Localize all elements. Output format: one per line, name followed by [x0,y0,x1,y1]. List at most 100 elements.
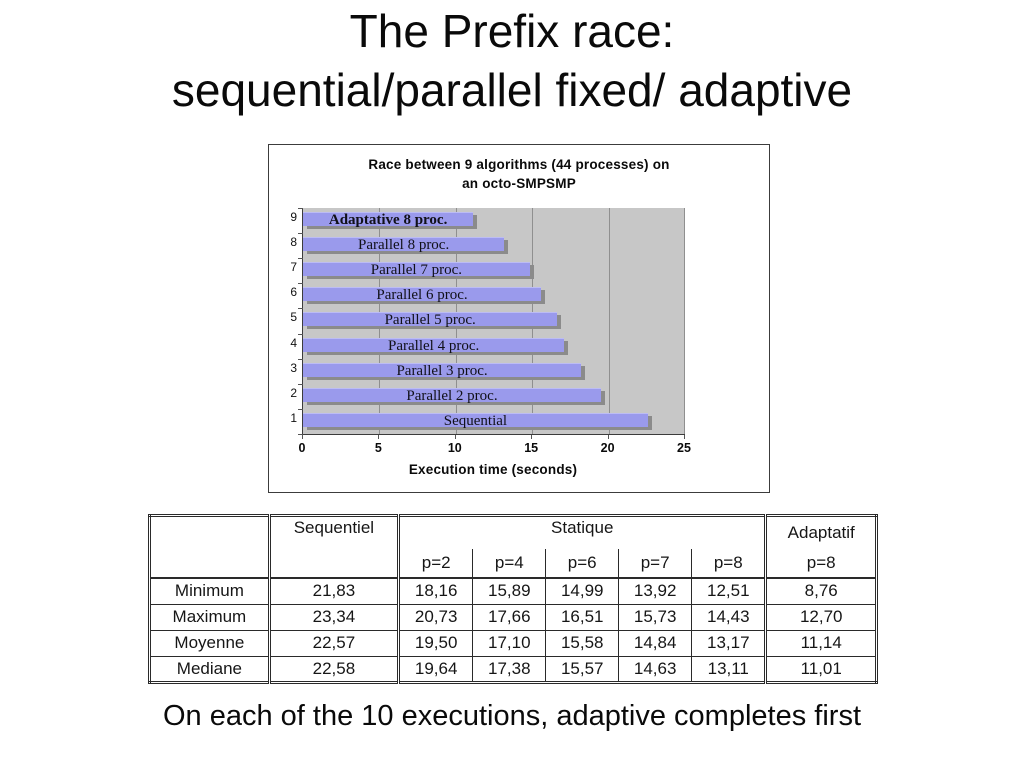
cell-sequentiel: 22,57 [267,629,401,657]
y-category-label: 2 [290,385,297,400]
x-axis-title: Execution time (seconds) [408,462,578,477]
cell-adaptatif: 11,01 [764,655,877,683]
bar: Parallel 6 proc. [303,287,542,304]
row-label: Moyenne [149,629,270,657]
bar-row: Sequential 1 [290,409,685,434]
x-tick-label: 25 [677,441,691,455]
results-table-header: Sequentiel Statique Adaptatif p=2 p=4 p=… [149,515,877,579]
cell-statique: 15,89 [472,577,547,605]
bar: Parallel 8 proc. [303,237,505,253]
slide-title-line1: The Prefix race: [349,5,675,57]
bar-label: Sequential [443,412,508,429]
bar: Adaptative 8 proc. [303,212,474,228]
gridline [684,208,685,434]
results-table: Sequentiel Statique Adaptatif p=2 p=4 p=… [148,514,878,684]
bar-row: Parallel 6 proc. 6 [290,283,685,308]
x-tick-label: 0 [298,441,306,455]
table-row: Moyenne 22,57 19,50 17,10 15,58 14,84 13,17 11,… [149,629,877,657]
bar-label: Parallel 5 proc. [384,312,476,329]
cell-statique: 14,99 [545,577,620,605]
cell-statique: 15,58 [545,629,620,657]
bar-row: Adaptative 8 proc. 9 [290,208,685,233]
bar: Parallel 4 proc. [303,337,565,354]
x-tick-mark [684,435,685,439]
bar-row: Parallel 4 proc. 4 [290,334,685,359]
plot-area: Adaptative 8 proc. 9 Parallel 8 proc. 8 Para… [290,208,685,435]
cell-adaptatif: 12,70 [764,603,877,631]
table-row: Maximum 23,34 20,73 17,66 16,51 15,73 14,43 12,… [149,603,877,631]
x-tick-mark [607,435,609,439]
cell-sequentiel: 21,83 [267,577,401,605]
y-category-label: 8 [290,235,297,250]
y-tick-mark [298,333,303,335]
x-tick-label: 10 [447,441,462,455]
bar: Parallel 5 proc. [303,312,558,329]
chart-title-line1: Race between 9 algorithms (44 processes)… [368,157,670,172]
cell-statique: 15,73 [618,603,693,631]
y-category-label: 7 [290,260,297,275]
slide-title-line2: sequential/parallel fixed/ adaptive [171,64,853,116]
column-group-adaptatif: Adaptatif [764,515,877,549]
cell-statique: 20,73 [397,603,474,631]
cell-statique: 12,51 [691,577,767,605]
row-label: Minimum [149,577,270,605]
y-tick-mark [298,283,303,285]
cell-statique: 17,38 [472,655,547,683]
y-tick-mark [298,233,303,235]
chart-title: Race between 9 algorithms (44 processes)… [269,155,769,193]
column-header-adaptatif-p8: p=8 [764,549,877,579]
cell-adaptatif: 8,76 [764,577,877,605]
y-category-label: 5 [290,310,297,325]
cell-statique: 16,51 [545,603,620,631]
y-category-label: 9 [290,210,297,224]
cell-sequentiel: 22,58 [267,655,401,683]
y-category-label: 6 [290,285,297,300]
bar-label: Parallel 6 proc. [376,287,468,304]
y-tick-mark [298,258,303,260]
cell-statique: 15,57 [545,655,620,683]
cell-statique: 19,50 [397,629,474,657]
column-header-p4: p=4 [472,549,547,579]
bar-label: Parallel 7 proc. [370,262,462,279]
y-tick-mark [298,408,303,410]
bar-row: Parallel 7 proc. 7 [290,258,685,283]
cell-statique: 13,11 [691,655,767,683]
bar-label: Parallel 3 proc. [396,362,488,379]
x-tick-mark [531,435,533,439]
column-group-statique: Statique [397,515,767,549]
y-tick-mark [298,308,303,310]
y-category-label: 3 [290,360,297,375]
x-tick-label: 15 [524,441,539,455]
bar-row: Parallel 2 proc. 2 [290,384,685,409]
row-label: Maximum [149,603,270,631]
corner-cell [149,515,270,578]
bar-row: Parallel 8 proc. 8 [290,233,685,258]
cell-statique: 17,10 [472,629,547,657]
bar-row: Parallel 3 proc. 3 [290,359,685,384]
bar-label: Parallel 4 proc. [388,337,480,354]
bar-row: Parallel 5 proc. 5 [290,308,685,333]
x-tick-mark [378,435,380,439]
execution-time-chart: Race between 9 algorithms (44 processes)… [268,144,770,493]
cell-sequentiel: 23,34 [267,603,401,631]
cell-statique: 14,43 [691,603,767,631]
x-tick-mark [302,435,303,439]
cell-statique: 14,84 [618,629,693,657]
cell-statique: 14,63 [618,655,693,683]
cell-adaptatif: 11,14 [764,629,877,657]
results-table-body: Minimum 21,83 18,16 15,89 14,99 13,92 12,51 8,7… [149,577,877,683]
bar: Parallel 7 proc. [303,262,530,279]
bar: Sequential [303,412,648,429]
table-row: Minimum 21,83 18,16 15,89 14,99 13,92 12,51 8,7… [149,577,877,605]
x-tick-label: 20 [600,441,615,455]
slide-title: The Prefix race: sequential/parallel fix… [0,2,1024,120]
y-category-label: 1 [290,410,297,425]
row-label: Mediane [149,655,270,683]
bar-label: Parallel 2 proc. [406,387,498,404]
table-row: Mediane 22,58 19,64 17,38 15,57 14,63 13,11 11,… [149,655,877,683]
x-tick-mark [454,435,456,439]
x-tick-label: 5 [374,441,382,455]
caption-text: On each of the 10 executions, adaptive c… [162,700,861,732]
cell-statique: 19,64 [397,655,474,683]
cell-statique: 13,17 [691,629,767,657]
